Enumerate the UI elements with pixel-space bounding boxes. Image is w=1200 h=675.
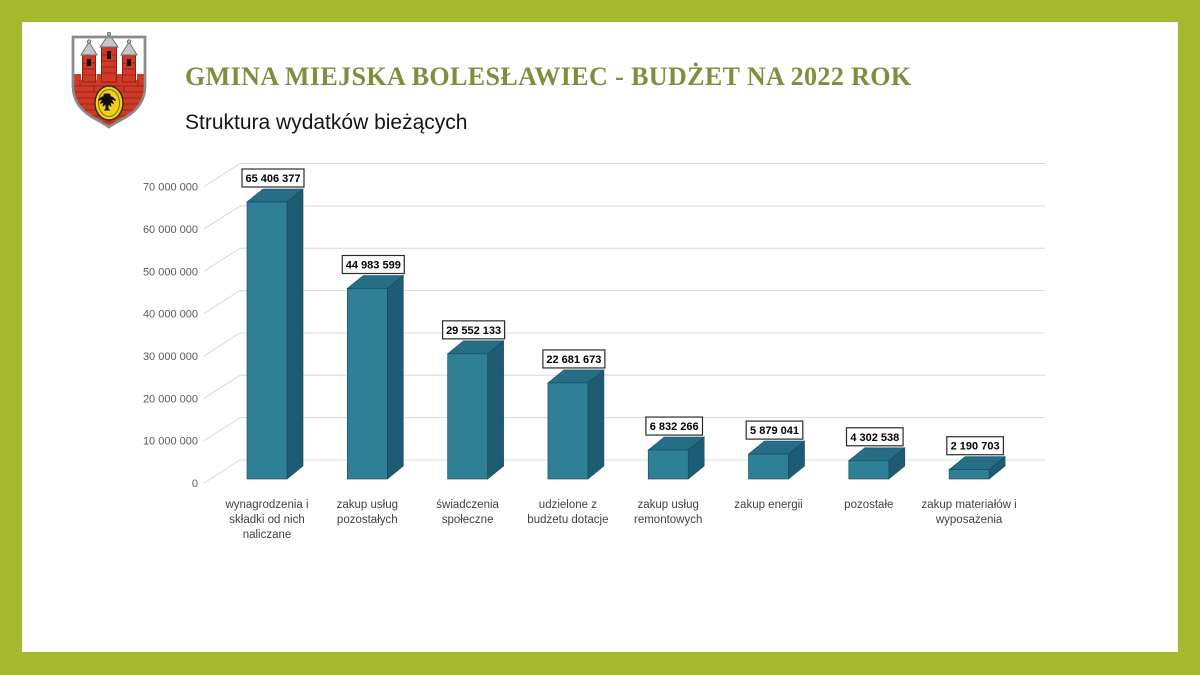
crest-eagle-cartouche [94,85,124,121]
chart-title: Struktura wydatków bieżących [185,111,468,134]
crest-shield-outline [71,35,147,129]
crest-towers [82,46,136,83]
slide-title: GMINA MIEJSKA BOLESŁAWIEC - BUDŻET NA 20… [185,62,912,91]
city-crest-image [71,32,147,129]
crest-window [107,51,111,59]
city-crest [66,32,152,132]
crest-window [127,59,131,66]
slide-content-area: GMINA MIEJSKA BOLESŁAWIEC - BUDŻET NA 20… [22,22,1178,652]
crest-roofs [80,32,138,56]
crest-window [87,59,91,66]
crest-eagle [97,93,117,111]
